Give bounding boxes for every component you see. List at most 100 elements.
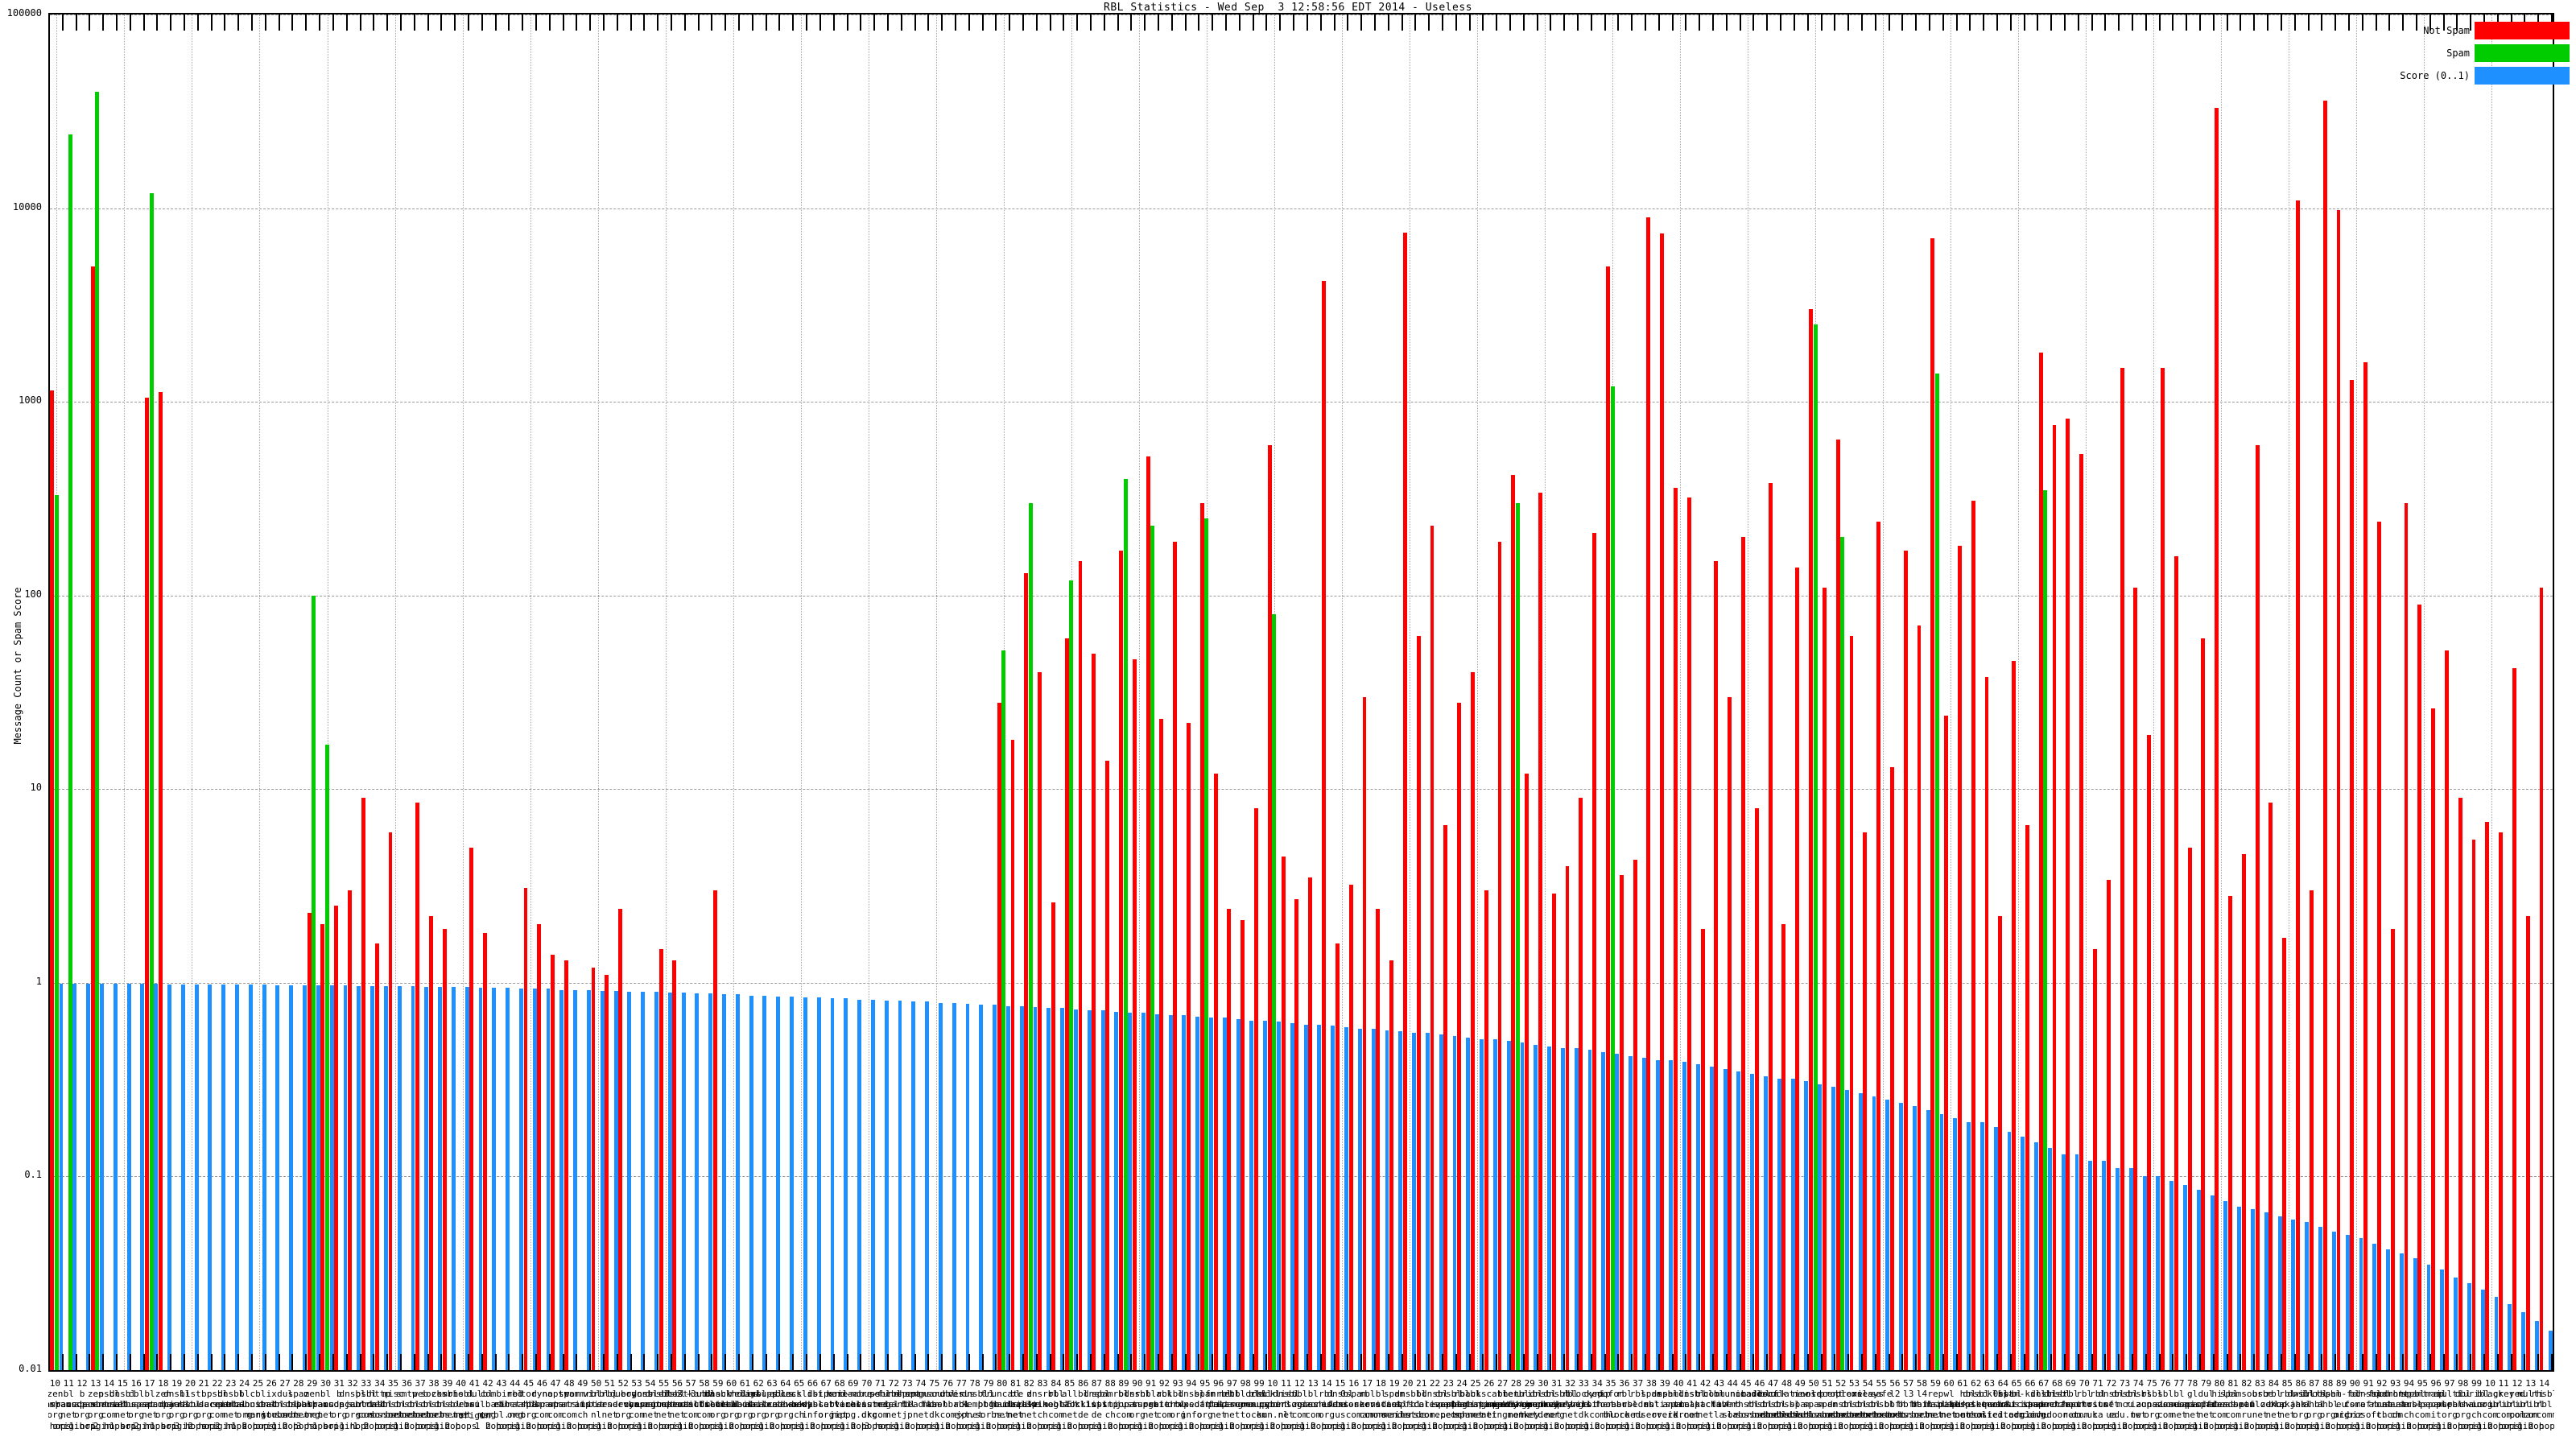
bar-score — [844, 998, 848, 1370]
bar-score — [2061, 1154, 2066, 1370]
bar-not-spam — [2106, 880, 2111, 1370]
bar-score — [1385, 1030, 1389, 1370]
bar-score — [667, 993, 672, 1370]
x-tick-label-line: 27 — [279, 1378, 291, 1389]
x-tick-label-line: 79 — [2200, 1378, 2212, 1389]
x-tick-label-line: dnsbl — [704, 1389, 732, 1399]
x-tick-label-line: spamguard — [897, 1389, 945, 1399]
x-tick-label-line: net — [1210, 1410, 1227, 1420]
x-tick-label: 13 bl nszones com 1 hop — [1265, 1378, 1361, 1431]
bar-score — [600, 990, 605, 1370]
x-tick-label-line: ubl — [696, 1389, 712, 1399]
x-tick-label-line: net — [913, 1410, 929, 1420]
x-tick-label-line: 1 hop — [1015, 1421, 1042, 1431]
x-tick-label-line: 59 — [1930, 1378, 1941, 1389]
x-tick-label-line: 2 hops — [1595, 1421, 1627, 1431]
x-tick-label: 47 block dnsbl sorbs.net 2 hops — [1725, 1378, 1822, 1431]
x-tick-label: 72 dnsbl net ua origin — [2063, 1378, 2160, 1431]
bar-score — [965, 1003, 970, 1370]
bar-not-spam — [1998, 916, 2003, 1370]
bar-group — [199, 14, 213, 1370]
x-tick-label-line: rbl — [2279, 1389, 2296, 1399]
bar-not-spam — [1944, 715, 1949, 1370]
x-tick-label-line: 34 — [1591, 1378, 1603, 1389]
x-tick-label-line: sorbs.net — [382, 1410, 431, 1420]
x-tick-label-line: 1 hop — [353, 1421, 380, 1431]
bar-not-spam — [1430, 525, 1435, 1370]
bar-group — [2079, 14, 2093, 1370]
x-tick-label-line: rbl — [1629, 1389, 1646, 1399]
y-tick-mark — [2553, 596, 2554, 597]
x-tick-label: 60 blackholes mail-abuse org 1 hop — [683, 1378, 780, 1431]
bar-not-spam — [1768, 483, 1773, 1370]
x-tick-label-line: 2 hops — [1919, 1421, 1952, 1431]
x-tick-label-line: 2 hops — [2325, 1421, 2358, 1431]
x-tick-label-line: dnsbl — [1435, 1389, 1462, 1399]
x-tick-label-line: uceprotect — [650, 1399, 704, 1410]
x-tick-label-line: cbl — [128, 1389, 145, 1399]
x-tick-label-line: schulte — [1307, 1399, 1346, 1410]
bar-not-spam — [2174, 555, 2178, 1370]
x-tick-label-line: zen — [87, 1389, 104, 1399]
x-tick-label-line: dsbl — [180, 1399, 201, 1410]
x-tick-label-line: 69 — [2065, 1378, 2077, 1389]
x-tick-label-line: 1 hop — [1218, 1421, 1246, 1431]
bar-score — [1168, 1015, 1173, 1370]
x-tick-label-line: 80 — [2214, 1378, 2225, 1389]
bar-not-spam — [428, 916, 433, 1370]
bar-score — [546, 989, 551, 1370]
x-tick-label-line: 10 — [1267, 1378, 1278, 1389]
x-tick-label-line: edu.tw — [2108, 1410, 2141, 1420]
x-tick-label-line: org — [182, 1410, 199, 1420]
bar-score — [2399, 1253, 2404, 1370]
y-tick-minor — [48, 848, 50, 849]
y-tick-mark — [48, 402, 50, 403]
x-tick-label-line: bl — [239, 1389, 250, 1399]
x-tick-label-line: 43 — [1713, 1378, 1725, 1389]
bar-score — [1953, 1118, 1958, 1370]
x-tick-label-line: uribl — [2517, 1399, 2545, 1410]
x-tick-label: 27 bl ipv6 spameatingmonkey.net origin — [1455, 1378, 1561, 1431]
y-tick-minor — [48, 587, 50, 588]
x-tick-label-line: 94 — [1186, 1378, 1197, 1389]
x-tick-label-line: net — [1955, 1410, 1971, 1420]
x-tick-label-line: info — [802, 1410, 824, 1420]
x-tick-label-line: net — [886, 1410, 902, 1420]
x-tick-label: 41 dnsbl anticaptcha net 2 hops — [1644, 1378, 1740, 1431]
y-tick-minor — [48, 974, 50, 976]
x-tick-label-line: 20 — [184, 1378, 196, 1389]
bar-not-spam — [1606, 266, 1610, 1370]
bar-group — [767, 14, 781, 1370]
bar-group — [253, 14, 266, 1370]
x-tick-label-line: leadmon — [902, 1399, 940, 1410]
x-tick-label-line: escalations — [1757, 1389, 1816, 1399]
y-tick-minor — [48, 266, 50, 268]
gridline-vertical — [2018, 14, 2020, 1370]
y-tick-mark — [48, 789, 50, 791]
x-tick-label-line: origin — [2298, 1421, 2330, 1431]
x-tick-label: 86 dnsbl ahbl org 2 hops — [2252, 1378, 2349, 1431]
bar-group — [2350, 14, 2363, 1370]
x-tick-label-line: org — [2306, 1410, 2322, 1420]
bar-score — [2345, 1234, 2350, 1370]
x-tick-label-line: 2 hops — [2285, 1421, 2317, 1431]
x-tick-label: 45 nomail rhsbl sorbs.net origin — [1698, 1378, 1794, 1431]
bar-group — [2336, 14, 2350, 1370]
x-tick-label-line: spamhaus — [48, 1399, 76, 1410]
x-tick-label-line: habeas — [2203, 1399, 2236, 1410]
x-tick-label-line: net — [2170, 1410, 2187, 1420]
bar-group — [943, 14, 956, 1370]
x-tick-label-line: spamhaus — [291, 1399, 334, 1410]
x-tick-label-line: foobar — [1595, 1399, 1627, 1410]
x-tick-label-line: 1 hop — [231, 1421, 258, 1431]
x-tick-label: 51 recent spam dnsbl.sorbs.net origin — [1779, 1378, 1876, 1431]
x-tick-label: 10 blacklist sci kun.nl 1 hop — [1224, 1378, 1321, 1431]
bar-score — [518, 989, 523, 1370]
x-tick-label-line: ahbl — [2317, 1399, 2339, 1410]
x-tick-label-line: 77 — [956, 1378, 967, 1389]
x-tick-label-line: dnsbl — [1530, 1389, 1557, 1399]
bar-score — [532, 989, 537, 1370]
bar-score — [898, 1000, 902, 1370]
x-tick-label-line: multi — [2436, 1389, 2463, 1399]
x-tick-label-line: netblockbl — [1219, 1389, 1273, 1399]
